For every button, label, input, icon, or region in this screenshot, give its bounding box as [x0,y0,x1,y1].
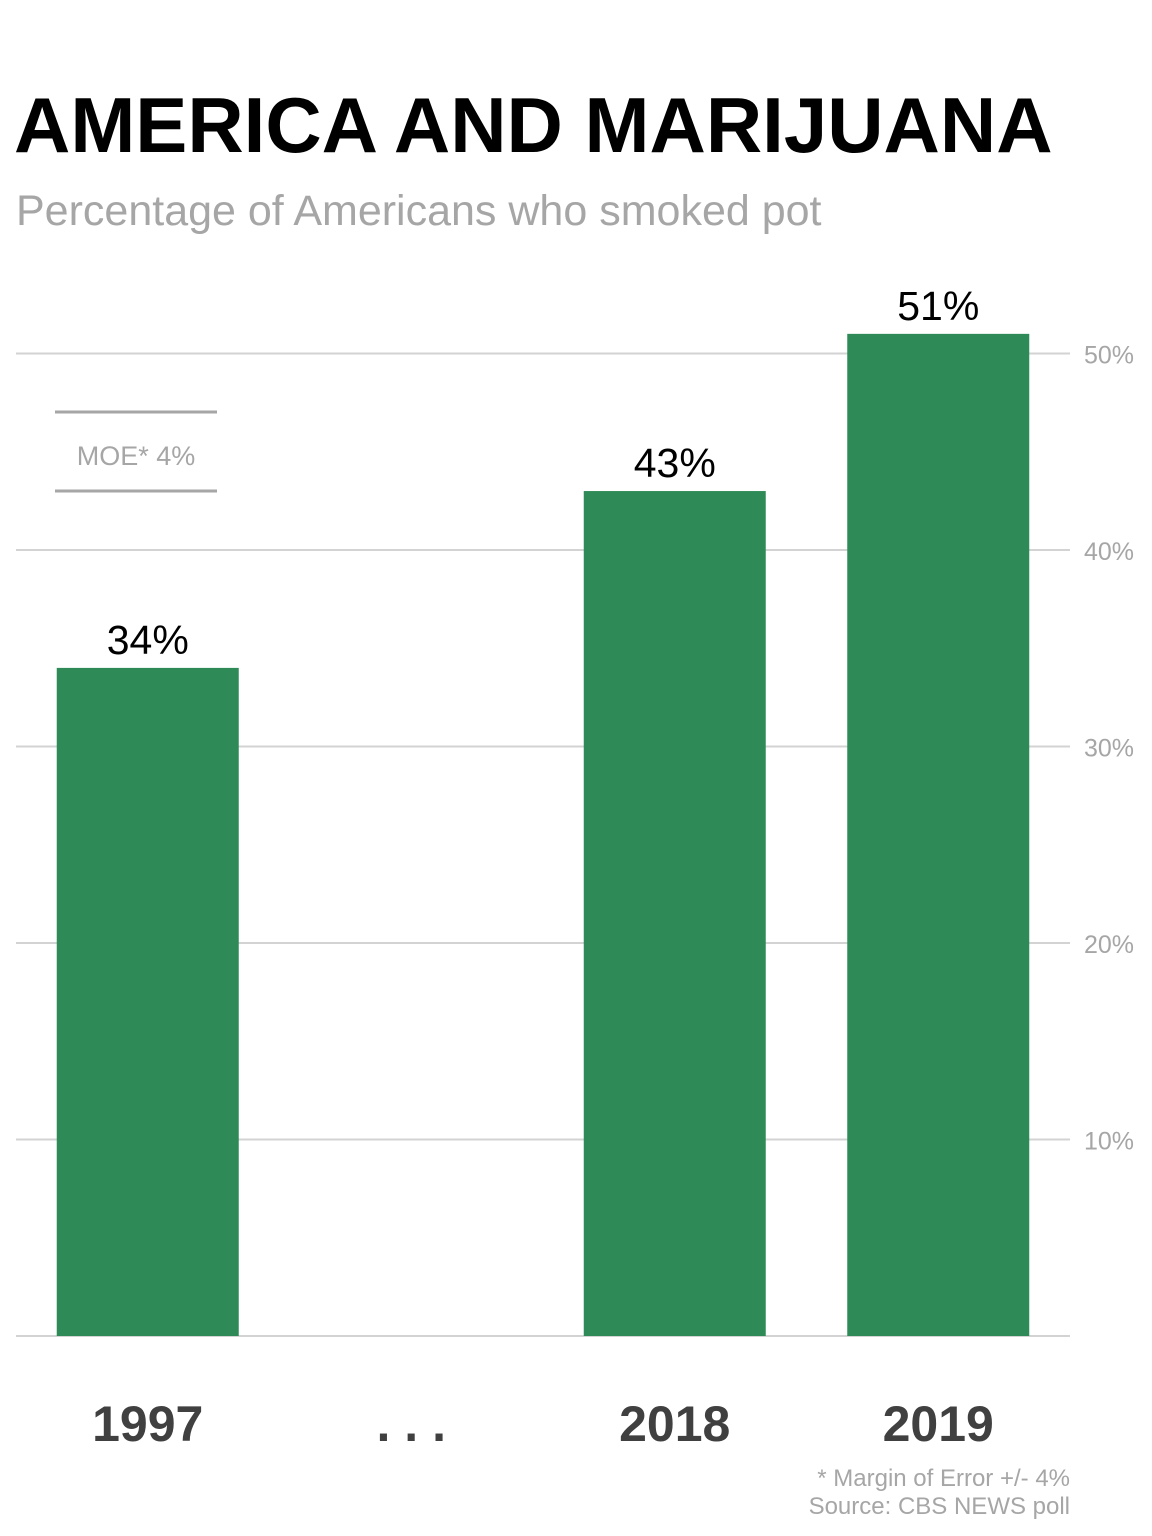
y-tick-label: 20% [1084,931,1134,959]
x-axis-ticks: 1997 . . . 2018 2019 [92,1396,994,1452]
bar-2018 [583,491,766,1336]
x-tick-label: . . . [377,1396,446,1452]
value-label: 43% [634,440,716,486]
footnote: * Margin of Error +/- 4% Source: CBS NEW… [809,1465,1070,1521]
y-axis-ticks: 10% 20% 30% 40% 50% [1084,342,1134,1156]
moe-indicator: MOE* 4% [55,410,217,493]
x-tick-label: 1997 [92,1396,203,1452]
y-tick-label: 10% [1084,1128,1134,1156]
chart-title: AMERICA AND MARIJUANA [14,81,1053,169]
x-tick-label: 2018 [619,1396,730,1452]
bars [56,333,1030,1337]
value-label: 51% [897,283,979,329]
x-tick-label: 2019 [883,1396,994,1452]
value-labels: 34% 43% 51% [107,283,980,663]
source-footnote: Source: CBS NEWS poll [808,1493,1070,1520]
y-tick-label: 40% [1084,538,1134,566]
y-tick-label: 30% [1084,735,1134,763]
y-tick-label: 50% [1084,342,1134,370]
moe-label: MOE* 4% [77,441,196,471]
chart-subtitle: Percentage of Americans who smoked pot [16,187,822,235]
bar-1997 [56,667,239,1336]
moe-footnote: * Margin of Error +/- 4% [817,1465,1070,1492]
bar-2019 [847,333,1030,1337]
value-label: 34% [107,617,189,663]
